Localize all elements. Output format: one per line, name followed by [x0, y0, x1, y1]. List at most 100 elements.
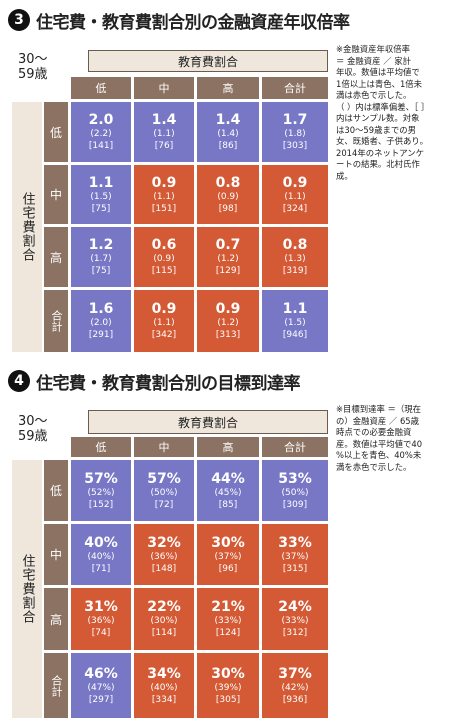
table-cell: 53% (50%) [309]: [262, 460, 328, 521]
note-line: 時点での必要金融資: [336, 427, 412, 437]
cell-sample-size: [129]: [215, 266, 241, 276]
chart-note: ※目標到達率 ＝（現在 の）金融資産 ／ 65歳 時点での必要金融資 産。数値は平均値…: [336, 404, 448, 473]
cell-std-dev: (1.3): [284, 254, 306, 264]
cell-sample-size: [114]: [151, 628, 177, 638]
table-cell: 46% (47%) [297]: [71, 653, 131, 718]
column-header: 高: [197, 77, 259, 99]
cell-sample-size: [312]: [282, 628, 308, 638]
table-cell: 1.4 (1.1) [76]: [134, 102, 194, 162]
cell-value: 1.2: [88, 237, 114, 253]
cell-std-dev: (1.4): [217, 129, 239, 139]
cell-value: 0.9: [282, 174, 308, 191]
cell-sample-size: [309]: [282, 499, 308, 510]
note-line: 女、既婚者、子供あり。: [336, 136, 428, 146]
cell-sample-size: [85]: [218, 499, 238, 510]
cell-std-dev: (1.1): [284, 191, 306, 202]
table-cell: 0.6 (0.9) [115]: [134, 227, 194, 287]
row-header-text: 高: [49, 612, 62, 627]
age-line-1: 30～: [18, 52, 48, 67]
row-header-text: 中: [49, 188, 62, 202]
note-line: 満は赤色で示した。: [336, 90, 412, 100]
cell-sample-size: [303]: [282, 141, 308, 151]
cell-value: 57%: [84, 470, 118, 487]
cell-value: 30%: [211, 534, 245, 551]
cell-sample-size: [86]: [218, 141, 238, 151]
note-line: の）金融資産 ／ 65歳: [336, 415, 419, 426]
row-header: 合計: [44, 290, 68, 352]
note-line: （ ）内は標準偏差、［ ］: [336, 101, 430, 112]
cell-sample-size: [141]: [88, 141, 114, 151]
cell-std-dev: (39%): [214, 682, 242, 693]
section-title-4: 4 住宅費・教育費割合別の目標到達率: [8, 369, 301, 394]
table-cell: 31% (36%) [74]: [71, 588, 131, 650]
cell-sample-size: [71]: [91, 563, 111, 574]
table-cell: 57% (52%) [152]: [71, 460, 131, 521]
cell-sample-size: [342]: [151, 330, 177, 340]
cell-value: 0.7: [215, 237, 241, 253]
cell-value: 32%: [147, 534, 181, 551]
note-line: は30～59歳までの男: [336, 124, 416, 135]
note-line: 成。: [336, 170, 353, 181]
cell-value: 22%: [147, 599, 181, 615]
note-line: 2014年のネットアンケ: [336, 147, 424, 158]
cell-value: 1.4: [151, 112, 177, 128]
cell-sample-size: [313]: [215, 330, 241, 340]
cell-value: 57%: [147, 470, 181, 487]
age-line-2: 59歳: [18, 67, 48, 82]
cell-std-dev: (1.2): [217, 318, 239, 328]
cell-std-dev: (30%): [150, 616, 178, 626]
cell-value: 1.4: [215, 112, 241, 128]
note-line: %以上を青色、40%未: [336, 450, 422, 460]
cell-sample-size: [291]: [88, 330, 114, 340]
section-title-3: 3 住宅費・教育費割合別の金融資産年収倍率: [8, 8, 350, 33]
cell-value: 0.8: [215, 174, 241, 191]
cell-value: 1.6: [88, 301, 114, 317]
cell-value: 37%: [278, 665, 312, 682]
cell-std-dev: (40%): [150, 682, 178, 693]
column-header: 低: [71, 437, 131, 457]
cell-std-dev: (0.9): [217, 191, 239, 202]
column-header: 中: [134, 437, 194, 457]
cell-sample-size: [75]: [91, 266, 111, 276]
cell-std-dev: (0.9): [153, 254, 175, 264]
cell-std-dev: (50%): [150, 487, 178, 498]
cell-sample-size: [324]: [282, 203, 308, 214]
age-range-label: 30～ 59歳: [18, 52, 48, 82]
chart-note: ※金融資産年収倍率＝ 金融資産 ／ 家計 年収。数値は平均値で 1倍以上は青色、1倍…: [336, 44, 448, 182]
cell-value: 0.9: [215, 301, 241, 317]
cell-value: 1.1: [282, 301, 308, 317]
column-header: 合計: [262, 77, 328, 99]
table-cell: 44% (45%) [85]: [197, 460, 259, 521]
cell-std-dev: (1.1): [153, 191, 175, 202]
row-header: 高: [44, 227, 68, 287]
cell-value: 1.1: [88, 174, 114, 191]
cell-std-dev: (1.7): [90, 254, 112, 264]
row-header: 中: [44, 165, 68, 224]
cell-std-dev: (42%): [281, 682, 309, 693]
table-section-3: 3 住宅費・教育費割合別の金融資産年収倍率 30～ 59歳 教育費割合 低 中 …: [0, 0, 452, 360]
cell-sample-size: [74]: [91, 628, 111, 638]
cell-sample-size: [334]: [151, 694, 177, 705]
row-header: 合計: [44, 653, 68, 718]
cell-std-dev: (47%): [87, 682, 115, 693]
note-line: 1倍以上は青色、1倍未: [336, 78, 423, 89]
note-line: 産。数値は平均値で40: [336, 438, 423, 449]
cell-std-dev: (2.0): [90, 318, 112, 328]
cell-sample-size: [151]: [151, 203, 177, 214]
row-header: 低: [44, 102, 68, 162]
column-header: 合計: [262, 437, 328, 457]
cell-std-dev: (36%): [150, 551, 178, 562]
table-cell: 1.6 (2.0) [291]: [71, 290, 131, 352]
chart-title: 住宅費・教育費割合別の目標到達率: [36, 373, 301, 394]
cell-std-dev: (2.2): [90, 129, 112, 139]
row-group-label: 住宅費割合: [12, 102, 42, 352]
cell-sample-size: [297]: [88, 694, 114, 705]
table-cell: 30% (39%) [305]: [197, 653, 259, 718]
cell-value: 0.8: [282, 237, 308, 253]
note-line: ＝ 金融資産 ／ 家計: [336, 55, 411, 66]
cell-value: 0.9: [151, 174, 177, 191]
row-header-text: 高: [49, 250, 62, 265]
cell-value: 2.0: [88, 112, 114, 128]
cell-sample-size: [319]: [282, 266, 308, 276]
